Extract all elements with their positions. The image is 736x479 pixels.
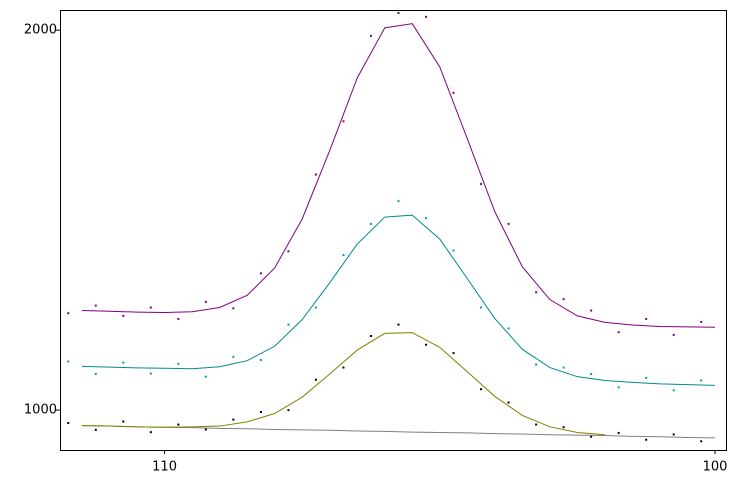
data-point: [672, 333, 675, 336]
data-point: [177, 423, 180, 426]
data-point: [287, 409, 290, 412]
data-point: [369, 34, 372, 37]
data-point: [507, 222, 510, 225]
data-point: [425, 15, 428, 18]
data-point: [617, 331, 620, 334]
data-point: [67, 422, 70, 425]
data-point: [672, 433, 675, 436]
x-tick-label: 100: [703, 460, 728, 475]
data-point: [645, 438, 648, 441]
data-point: [149, 431, 152, 434]
data-point: [94, 304, 97, 307]
data-point: [452, 352, 455, 355]
data-point: [617, 386, 620, 389]
data-point: [287, 323, 290, 326]
data-point: [204, 428, 207, 431]
data-point: [590, 309, 593, 312]
data-point: [122, 361, 125, 364]
data-point: [645, 317, 648, 320]
data-point: [122, 420, 125, 423]
data-point: [177, 317, 180, 320]
data-point: [67, 312, 70, 315]
data-point: [645, 376, 648, 379]
data-point: [452, 249, 455, 252]
data-point: [397, 12, 400, 15]
data-point: [397, 200, 400, 203]
data-point: [259, 358, 262, 361]
data-point: [425, 343, 428, 346]
data-point: [535, 291, 538, 294]
data-point: [259, 272, 262, 275]
data-point: [232, 418, 235, 421]
data-point: [177, 362, 180, 365]
data-point: [342, 366, 345, 369]
fit-line: [82, 23, 715, 328]
data-point: [480, 388, 483, 391]
data-point: [342, 254, 345, 257]
data-point: [342, 120, 345, 123]
data-point: [617, 431, 620, 434]
data-point: [480, 306, 483, 309]
data-point: [149, 372, 152, 375]
data-point: [369, 335, 372, 338]
fit-line: [82, 214, 716, 386]
data-point: [672, 389, 675, 392]
data-point: [287, 250, 290, 253]
data-point: [535, 363, 538, 366]
data-point: [259, 411, 262, 414]
data-point: [94, 373, 97, 376]
data-point: [122, 314, 125, 317]
data-point: [700, 440, 703, 443]
y-tick-label: 2000: [24, 23, 57, 38]
fit-line: [82, 332, 605, 436]
data-point: [700, 379, 703, 382]
data-point: [507, 401, 510, 404]
data-point: [590, 435, 593, 438]
data-point: [314, 306, 317, 309]
data-point: [369, 222, 372, 225]
data-point: [507, 327, 510, 330]
data-point: [314, 378, 317, 381]
data-point: [562, 366, 565, 369]
data-point: [149, 306, 152, 309]
data-point: [314, 173, 317, 176]
data-point: [562, 426, 565, 429]
data-point: [232, 307, 235, 310]
data-point: [94, 428, 97, 431]
fit-line: [82, 425, 715, 439]
data-point: [232, 355, 235, 358]
data-point: [700, 320, 703, 323]
data-point: [480, 183, 483, 186]
plot-frame: [60, 10, 727, 451]
data-point: [590, 373, 593, 376]
y-tick-label: 1000: [24, 403, 57, 418]
data-point: [562, 298, 565, 301]
data-point: [535, 423, 538, 426]
data-point: [67, 360, 70, 363]
x-tick-label: 110: [152, 460, 177, 475]
data-point: [425, 217, 428, 220]
data-point: [452, 91, 455, 94]
data-point: [397, 323, 400, 326]
data-point: [204, 375, 207, 378]
data-point: [204, 300, 207, 303]
